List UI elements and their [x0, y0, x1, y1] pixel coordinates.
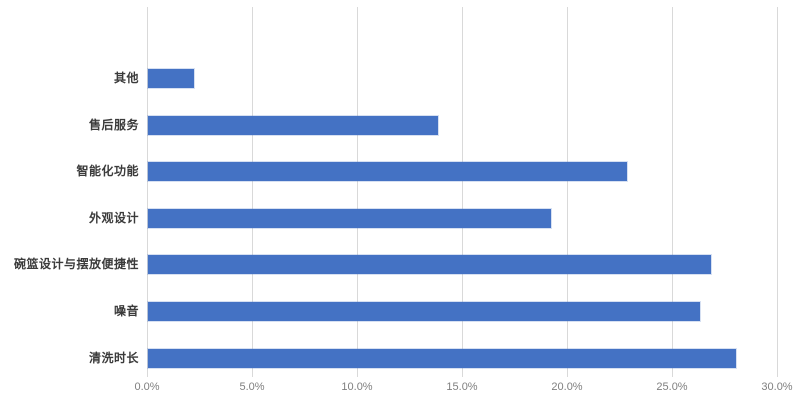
bar-4: [148, 208, 552, 228]
category-label: 清洗时长: [88, 350, 139, 365]
bar-3: [148, 162, 627, 182]
gridline: [252, 7, 253, 377]
gridline: [567, 7, 568, 377]
gridline: [777, 7, 778, 377]
category-label: 碗篮设计与摆放便捷性: [13, 257, 139, 272]
x-axis-tick-label: 20.0%: [551, 381, 583, 393]
category-label: 智能化功能: [76, 164, 139, 179]
x-axis-tick-label: 15.0%: [446, 381, 478, 393]
x-axis-tick-label: 25.0%: [656, 381, 688, 393]
gridline: [672, 7, 673, 377]
bar-2: [148, 115, 438, 135]
bar-1: [148, 69, 195, 88]
category-label: 其他: [113, 71, 139, 85]
x-axis-tick-label: 0.0%: [134, 381, 160, 393]
value-axis-line: [147, 7, 148, 377]
category-label: 售后服务: [88, 117, 139, 132]
bar-6: [148, 302, 701, 321]
bar-5: [148, 255, 711, 275]
x-axis-tick-label: 10.0%: [341, 381, 373, 393]
gridline: [357, 7, 358, 377]
x-axis-tick-label: 30.0%: [761, 381, 793, 393]
gridline: [462, 7, 463, 377]
x-axis-tick-label: 5.0%: [239, 381, 265, 393]
category-label: 噪音: [113, 304, 139, 318]
category-label: 外观设计: [88, 210, 139, 225]
bar-7: [148, 348, 736, 368]
